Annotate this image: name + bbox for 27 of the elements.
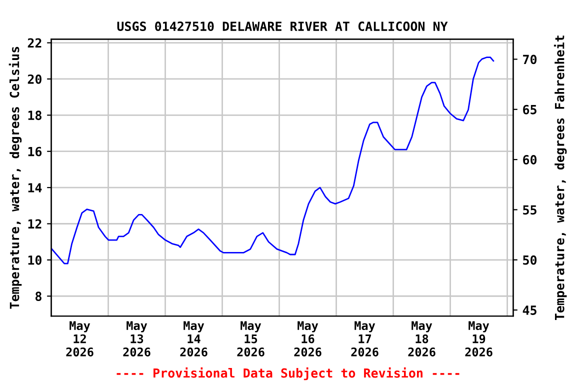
- y2-tick-label: 45: [522, 306, 536, 315]
- y-tick-label: 8: [36, 292, 42, 302]
- y-tick-label: 18: [28, 110, 42, 120]
- text: ---- Provisional Data Subject to Revision ----: [116, 367, 460, 380]
- y-tick-label: 22: [28, 38, 42, 48]
- x-tick-label: May 12 2026: [66, 321, 94, 356]
- y2-tick-label: 60: [523, 155, 537, 164]
- y2-tick-label: 70: [523, 54, 537, 64]
- y-axis-title: Temperature, water, degrees Celsius: [8, 46, 22, 309]
- x-tick-label: May 14 2026: [180, 321, 208, 356]
- x-tick-label: May 18 2026: [408, 321, 436, 356]
- y2-axis-title: Temperature, water, degrees Fahrenheit: [554, 36, 567, 320]
- line-series: [51, 56, 494, 264]
- x-tick-label: May 15 2026: [237, 321, 264, 356]
- y-tick-label: 12: [28, 219, 42, 228]
- y2-tick-label: 50: [523, 255, 537, 265]
- y2-tick-label: 55: [523, 205, 536, 215]
- y2-tick-label: 65: [523, 104, 536, 114]
- x-tick-label: May 16 2026: [294, 321, 322, 356]
- y-tick-label: 20: [28, 74, 42, 84]
- x-tick-label: May 13 2026: [123, 321, 150, 356]
- y-tick-label: 10: [28, 255, 42, 265]
- x-tick-label: May 19 2026: [465, 321, 492, 356]
- y-tick-label: 16: [28, 146, 42, 156]
- chart-title: USGS 01427510 DELAWARE RIVER AT CALLICOON NY: [117, 22, 448, 32]
- y-tick-label: 14: [28, 183, 42, 192]
- x-tick-label: May 17 2026: [351, 321, 378, 356]
